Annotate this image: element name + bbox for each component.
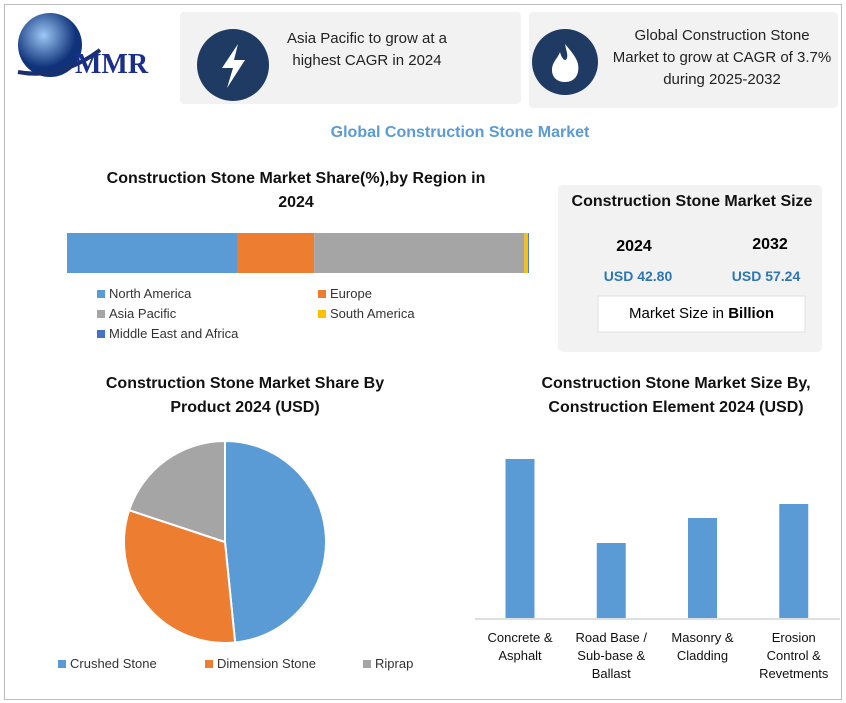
note-unit: Billion bbox=[728, 305, 775, 322]
legend-swatch bbox=[318, 310, 326, 318]
size-value: USD 57.24 bbox=[731, 268, 801, 284]
legend-swatch bbox=[97, 290, 105, 298]
bar-segment bbox=[67, 233, 238, 273]
year: 2024 bbox=[616, 238, 652, 255]
legend-swatch bbox=[58, 660, 66, 668]
bar bbox=[688, 518, 717, 618]
legend-label: Riprap bbox=[375, 656, 414, 671]
box2-text: Global Construction Stone Market to grow… bbox=[612, 27, 832, 88]
x-tick-label: Road Base / Sub-base & Ballast bbox=[575, 630, 648, 681]
legend-swatch bbox=[97, 330, 105, 338]
pie-slice bbox=[127, 439, 226, 544]
size-title: Construction Stone Market Size bbox=[571, 193, 813, 210]
x-tick-label: Concrete & Asphalt bbox=[487, 630, 553, 663]
legend-swatch bbox=[97, 310, 105, 318]
bar-segment bbox=[524, 233, 529, 273]
frame bbox=[4, 4, 842, 700]
box2 bbox=[529, 12, 838, 108]
legend-label: Crushed Stone bbox=[70, 656, 157, 671]
logo-text: MMR bbox=[75, 49, 149, 80]
year: 2032 bbox=[752, 236, 788, 253]
bar bbox=[505, 459, 535, 618]
main-title: Global Construction Stone Market bbox=[330, 124, 590, 141]
x-tick-label: Masonry & Cladding bbox=[671, 630, 734, 663]
bolt-icon bbox=[222, 44, 245, 88]
size-value: USD 42.80 bbox=[603, 268, 673, 284]
bar bbox=[779, 504, 809, 618]
logo-globe bbox=[18, 13, 82, 77]
box1-text: Asia Pacific to grow at a highest CAGR i… bbox=[286, 30, 448, 69]
legend-swatch bbox=[363, 660, 371, 668]
chart-title: Construction Stone Market Share(%),by Re… bbox=[106, 170, 486, 211]
pie-slice bbox=[123, 508, 237, 644]
chart-title: Construction Stone Market Size By, Const… bbox=[541, 375, 811, 416]
note: Market Size in Billion bbox=[598, 305, 805, 322]
box1 bbox=[180, 12, 521, 104]
legend-label: Asia Pacific bbox=[109, 306, 177, 321]
x-tick-label: Erosion Control & Revetments bbox=[759, 630, 829, 681]
bar-segment bbox=[528, 233, 529, 273]
legend-swatch bbox=[318, 290, 326, 298]
legend-label: Dimension Stone bbox=[217, 656, 316, 671]
legend-label: Europe bbox=[330, 286, 372, 301]
legend-swatch bbox=[205, 660, 213, 668]
legend-label: North America bbox=[109, 286, 192, 301]
legend-label: South America bbox=[330, 306, 415, 321]
logo-swoosh bbox=[17, 48, 102, 76]
note-text: Market Size in bbox=[628, 305, 729, 322]
flame-icon bbox=[552, 44, 579, 82]
bar-segment bbox=[314, 233, 525, 273]
bar bbox=[596, 543, 626, 618]
bar-segment bbox=[237, 233, 315, 273]
legend-label: Middle East and Africa bbox=[109, 326, 239, 341]
note-box bbox=[597, 295, 806, 333]
chart-title: Construction Stone Market Share By Produ… bbox=[105, 375, 385, 416]
pie-slice bbox=[224, 439, 327, 644]
